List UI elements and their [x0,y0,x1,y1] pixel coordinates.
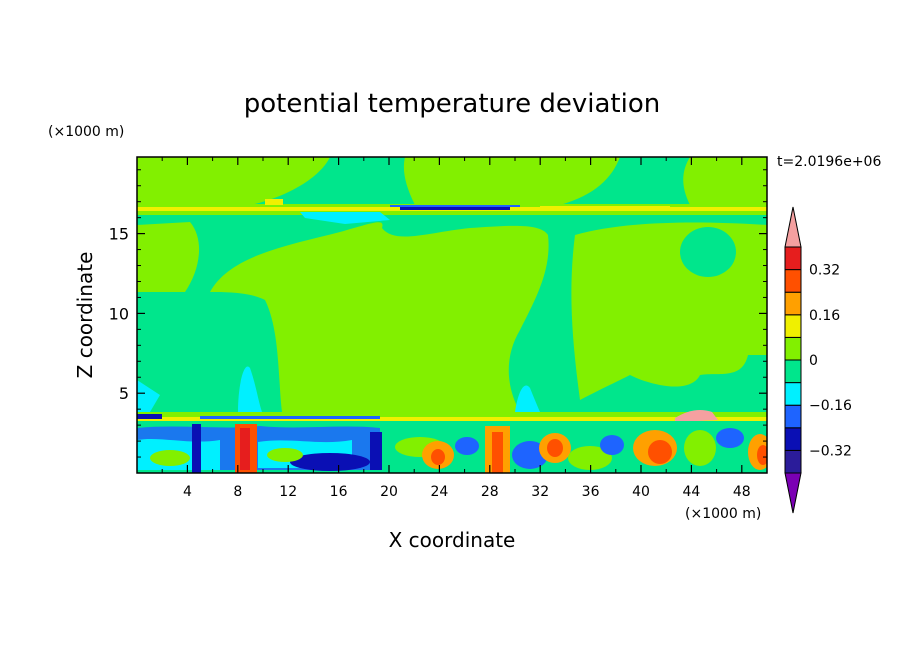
colorbar-segment [784,291,802,316]
y-tick-label: 5 [119,384,129,403]
colorbar-upper-extension [784,206,802,248]
x-tick-label: 20 [380,484,398,500]
colorbar-tick-label: 0 [809,353,818,369]
colorbar-tick-label: 0.32 [809,263,840,279]
y-axis-ticks: 5 10 15 [109,169,767,458]
y-tick-label: 15 [109,225,129,244]
time-label: t=2.0196e+06 [777,154,881,170]
x-tick-label: 12 [279,484,297,500]
colorbar-segment [784,449,802,474]
x-tick-label: 4 [183,484,192,500]
y-unit-label: (×1000 m) [48,124,124,140]
colorbar-segment [784,336,802,361]
y-tick-label: 10 [109,304,129,323]
x-axis-label: X coordinate [389,528,516,552]
colorbar-segment [784,427,802,451]
colorbar-tick-label: −0.16 [809,398,852,414]
colorbar-segment [784,404,802,429]
x-axis-ticks: 4 8 12 16 20 24 28 32 36 40 44 48 [161,157,751,500]
x-tick-label: 48 [733,484,751,500]
chart-title: potential temperature deviation [244,89,660,119]
contour-field [137,157,767,473]
colorbar-segment [784,246,802,271]
x-tick-label: 8 [233,484,242,500]
colorbar-segment [784,359,802,384]
colorbar-lower-extension [784,472,802,514]
x-tick-label: 36 [582,484,600,500]
x-tick-label: 32 [531,484,549,500]
x-unit-label: (×1000 m) [685,506,761,522]
colorbar-segment [784,314,802,338]
x-tick-label: 40 [632,484,650,500]
plot-frame [136,156,768,474]
colorbar-tick-label: 0.16 [809,308,840,324]
x-tick-label: 28 [481,484,499,500]
colorbar: 0.32 0.16 0 −0.16 −0.32 [784,206,852,514]
y-axis-label: Z coordinate [73,252,97,379]
colorbar-segment [784,269,802,293]
x-tick-label: 44 [682,484,700,500]
colorbar-tick-label: −0.32 [809,443,852,459]
colorbar-segment [784,382,802,406]
x-tick-label: 24 [430,484,448,500]
x-tick-label: 16 [330,484,348,500]
